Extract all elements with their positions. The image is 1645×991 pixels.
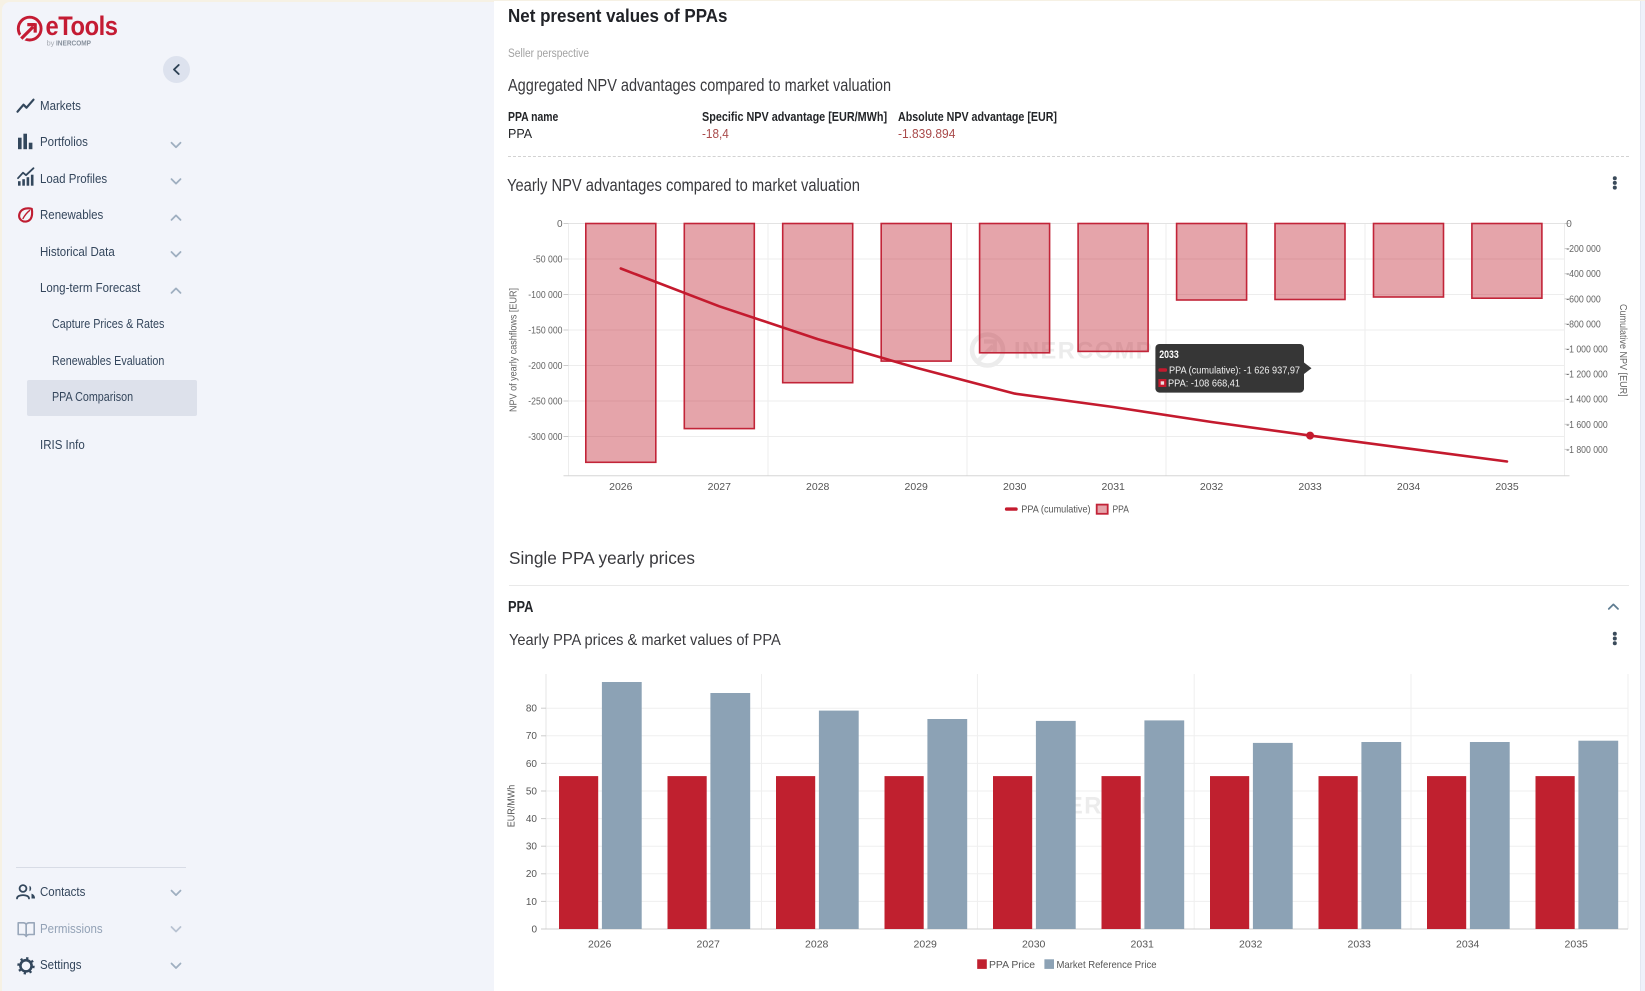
svg-text:2032: 2032 xyxy=(1239,939,1263,951)
svg-text:Cumulative NPV [EUR]: Cumulative NPV [EUR] xyxy=(1617,304,1628,397)
svg-text:2035: 2035 xyxy=(1565,939,1589,951)
svg-text:-600 000: -600 000 xyxy=(1566,294,1601,305)
svg-text:-150 000: -150 000 xyxy=(528,326,563,337)
svg-text:2030: 2030 xyxy=(1003,481,1027,493)
svg-text:PPA Price: PPA Price xyxy=(989,959,1035,971)
svg-text:2030: 2030 xyxy=(1022,939,1046,951)
svg-text:2028: 2028 xyxy=(806,481,830,493)
svg-text:2029: 2029 xyxy=(905,481,929,493)
svg-text:-1 600 000: -1 600 000 xyxy=(1566,420,1608,431)
svg-text:-100 000: -100 000 xyxy=(528,290,563,301)
svg-text:10: 10 xyxy=(526,897,538,908)
svg-text:0: 0 xyxy=(557,219,563,230)
svg-text:60: 60 xyxy=(526,759,538,770)
svg-text:2034: 2034 xyxy=(1397,481,1421,493)
svg-text:INERCOMP: INERCOMP xyxy=(56,39,91,48)
svg-text:-250 000: -250 000 xyxy=(528,397,563,408)
svg-text:40: 40 xyxy=(526,814,538,825)
svg-text:2035: 2035 xyxy=(1495,481,1519,493)
svg-text:-200 000: -200 000 xyxy=(528,361,563,372)
svg-text:PPA: PPA xyxy=(1113,503,1129,515)
svg-text:2032: 2032 xyxy=(1200,481,1224,493)
svg-text:2031: 2031 xyxy=(1102,481,1126,493)
svg-text:-300 000: -300 000 xyxy=(528,432,563,443)
svg-text:2033: 2033 xyxy=(1348,939,1372,951)
svg-text:70: 70 xyxy=(526,731,538,742)
svg-text:-1 400 000: -1 400 000 xyxy=(1566,395,1608,406)
svg-text:-1 000 000: -1 000 000 xyxy=(1566,345,1608,356)
svg-text:0: 0 xyxy=(531,924,537,935)
svg-text:-50 000: -50 000 xyxy=(533,255,563,266)
svg-text:Market Reference Price: Market Reference Price xyxy=(1057,959,1157,971)
svg-text:80: 80 xyxy=(526,704,538,715)
svg-text:-800 000: -800 000 xyxy=(1566,319,1601,330)
svg-text:2029: 2029 xyxy=(914,939,938,951)
svg-text:EUR/MWh: EUR/MWh xyxy=(507,785,518,828)
svg-text:PPA: -108 668,41: PPA: -108 668,41 xyxy=(1168,378,1240,390)
svg-text:PPA (cumulative): PPA (cumulative) xyxy=(1021,503,1090,515)
svg-text:-1 200 000: -1 200 000 xyxy=(1566,370,1608,381)
svg-text:-200 000: -200 000 xyxy=(1566,244,1601,255)
svg-text:-400 000: -400 000 xyxy=(1566,269,1601,280)
svg-text:-1 800 000: -1 800 000 xyxy=(1566,445,1608,456)
svg-text:2027: 2027 xyxy=(697,939,721,951)
svg-text:50: 50 xyxy=(526,786,538,797)
svg-text:by: by xyxy=(47,39,55,48)
svg-text:2026: 2026 xyxy=(588,939,612,951)
svg-text:30: 30 xyxy=(526,842,538,853)
svg-text:2033: 2033 xyxy=(1298,481,1322,493)
svg-text:NPV of yearly cashflows [EUR]: NPV of yearly cashflows [EUR] xyxy=(508,288,519,412)
svg-text:PPA (cumulative): -1 626 937,9: PPA (cumulative): -1 626 937,97 xyxy=(1169,365,1300,377)
svg-text:2031: 2031 xyxy=(1131,939,1155,951)
svg-text:0: 0 xyxy=(1566,219,1572,230)
svg-text:2026: 2026 xyxy=(609,481,633,493)
svg-text:2034: 2034 xyxy=(1456,939,1480,951)
svg-text:2027: 2027 xyxy=(708,481,732,493)
svg-text:eTools: eTools xyxy=(46,11,118,41)
svg-text:2033: 2033 xyxy=(1159,349,1179,361)
svg-text:20: 20 xyxy=(526,869,538,880)
svg-text:2028: 2028 xyxy=(805,939,829,951)
